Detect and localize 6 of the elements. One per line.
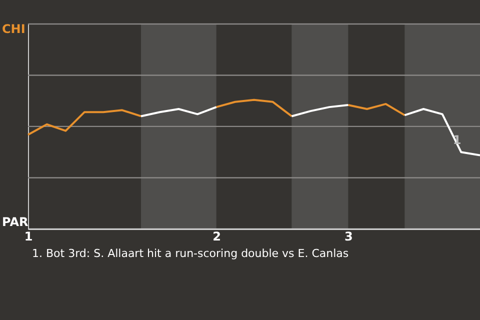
x-tick-label: 1 xyxy=(24,230,33,244)
ref-line-label: CHI xyxy=(2,22,26,36)
text: 1. Bot 3rd: S. Allaart hit a run-scoring double vs E. Canlas xyxy=(32,247,349,260)
x-tick-label: 2 xyxy=(212,230,222,244)
x-tick-label: 3 xyxy=(344,230,353,244)
ref-line-label: PAR xyxy=(2,215,28,229)
